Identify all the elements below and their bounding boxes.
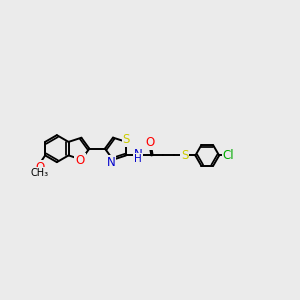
- Text: O: O: [145, 136, 154, 149]
- Text: CH₃: CH₃: [31, 168, 49, 178]
- Text: S: S: [181, 149, 188, 162]
- Text: N: N: [134, 148, 142, 161]
- Text: N: N: [107, 156, 116, 169]
- Text: O: O: [75, 154, 85, 166]
- Text: Cl: Cl: [223, 149, 234, 162]
- Text: H: H: [134, 154, 142, 164]
- Text: S: S: [123, 133, 130, 146]
- Text: O: O: [35, 161, 44, 174]
